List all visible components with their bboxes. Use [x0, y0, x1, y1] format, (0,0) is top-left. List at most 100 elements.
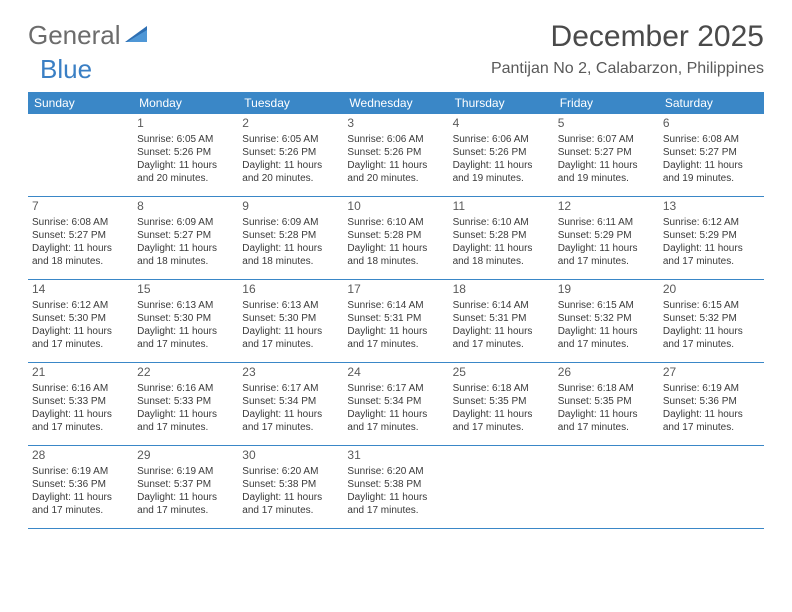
day-number: 4: [453, 116, 550, 132]
day-number: 18: [453, 282, 550, 298]
day-number: 10: [347, 199, 444, 215]
day-cell: 17Sunrise: 6:14 AMSunset: 5:31 PMDayligh…: [343, 280, 448, 362]
week-row: 21Sunrise: 6:16 AMSunset: 5:33 PM Dayligh…: [28, 363, 764, 446]
daylight-line-1: Daylight: 11 hours: [663, 242, 760, 255]
day-cell: 28Sunrise: 6:19 AMSunset: 5:36 PMDayligh…: [28, 446, 133, 528]
daylight-line-2: and 17 minutes.: [663, 338, 760, 351]
daylight-line-1: Daylight: 11 hours: [663, 325, 760, 338]
daylight-line-1: Daylight: 11 hours: [453, 159, 550, 172]
sunset-line: Sunset: 5:26 PM: [453, 146, 550, 159]
daylight-line-1: Daylight: 11 hours: [347, 325, 444, 338]
week-row: 28Sunrise: 6:19 AMSunset: 5:36 PMDayligh…: [28, 446, 764, 529]
sunrise-line: Sunrise: 6:05 AM: [137, 133, 234, 146]
dow-tuesday: Tuesday: [238, 92, 343, 114]
day-number: 22: [137, 365, 234, 381]
daylight-line-1: Daylight: 11 hours: [242, 242, 339, 255]
day-number: 21: [32, 365, 129, 381]
sunset-line: Sunset: 5:35 PM: [558, 395, 655, 408]
daylight-line-1: Daylight: 11 hours: [558, 325, 655, 338]
daylight-line-2: and 18 minutes.: [347, 255, 444, 268]
daylight-line-2: and 18 minutes.: [32, 255, 129, 268]
daylight-line-2: and 17 minutes.: [242, 504, 339, 517]
day-cell: [659, 446, 764, 528]
day-cell: 4Sunrise: 6:06 AMSunset: 5:26 PMDaylight…: [449, 114, 554, 196]
daylight-line-1: Daylight: 11 hours: [137, 325, 234, 338]
day-number: 23: [242, 365, 339, 381]
logo-text-blue: Blue: [40, 54, 92, 84]
sunrise-line: Sunrise: 6:06 AM: [347, 133, 444, 146]
day-cell: 5Sunrise: 6:07 AMSunset: 5:27 PMDaylight…: [554, 114, 659, 196]
sunrise-line: Sunrise: 6:10 AM: [347, 216, 444, 229]
day-number: 29: [137, 448, 234, 464]
sunrise-line: Sunrise: 6:07 AM: [558, 133, 655, 146]
day-cell: [554, 446, 659, 528]
day-cell: 8Sunrise: 6:09 AMSunset: 5:27 PMDaylight…: [133, 197, 238, 279]
sunset-line: Sunset: 5:27 PM: [32, 229, 129, 242]
day-number: 6: [663, 116, 760, 132]
daylight-line-2: and 18 minutes.: [453, 255, 550, 268]
day-cell: 13Sunrise: 6:12 AMSunset: 5:29 PMDayligh…: [659, 197, 764, 279]
daylight-line-2: and 19 minutes.: [558, 172, 655, 185]
sunrise-line: Sunrise: 6:08 AM: [663, 133, 760, 146]
daylight-line-2: and 17 minutes.: [347, 338, 444, 351]
sunset-line: Sunset: 5:35 PM: [453, 395, 550, 408]
sunrise-line: Sunrise: 6:05 AM: [242, 133, 339, 146]
daylight-line-2: and 17 minutes.: [32, 504, 129, 517]
logo-text-general: General: [28, 20, 121, 51]
day-number: 16: [242, 282, 339, 298]
sunrise-line: Sunrise: 6:16 AM: [32, 382, 129, 395]
sunset-line: Sunset: 5:30 PM: [32, 312, 129, 325]
daylight-line-1: Daylight: 11 hours: [347, 242, 444, 255]
daylight-line-1: Daylight: 11 hours: [558, 408, 655, 421]
sunrise-line: Sunrise: 6:15 AM: [663, 299, 760, 312]
day-number: 19: [558, 282, 655, 298]
sunset-line: Sunset: 5:34 PM: [242, 395, 339, 408]
sunset-line: Sunset: 5:29 PM: [663, 229, 760, 242]
daylight-line-1: Daylight: 11 hours: [242, 325, 339, 338]
day-cell: 14Sunrise: 6:12 AMSunset: 5:30 PMDayligh…: [28, 280, 133, 362]
day-number: 11: [453, 199, 550, 215]
sunset-line: Sunset: 5:30 PM: [242, 312, 339, 325]
sunrise-line: Sunrise: 6:13 AM: [242, 299, 339, 312]
sunrise-line: Sunrise: 6:14 AM: [347, 299, 444, 312]
week-row: 7Sunrise: 6:08 AMSunset: 5:27 PMDaylight…: [28, 197, 764, 280]
day-cell: 18Sunrise: 6:14 AMSunset: 5:31 PMDayligh…: [449, 280, 554, 362]
day-cell: [28, 114, 133, 196]
day-cell: 12Sunrise: 6:11 AMSunset: 5:29 PMDayligh…: [554, 197, 659, 279]
sunset-line: Sunset: 5:27 PM: [663, 146, 760, 159]
sunset-line: Sunset: 5:37 PM: [137, 478, 234, 491]
weeks-container: 1Sunrise: 6:05 AMSunset: 5:26 PMDaylight…: [28, 114, 764, 529]
daylight-line-1: Daylight: 11 hours: [347, 491, 444, 504]
sunrise-line: Sunrise: 6:10 AM: [453, 216, 550, 229]
day-number: 27: [663, 365, 760, 381]
daylight-line-2: and 18 minutes.: [242, 255, 339, 268]
day-cell: 3Sunrise: 6:06 AMSunset: 5:26 PMDaylight…: [343, 114, 448, 196]
sunset-line: Sunset: 5:38 PM: [347, 478, 444, 491]
sunset-line: Sunset: 5:31 PM: [453, 312, 550, 325]
sunrise-line: Sunrise: 6:20 AM: [347, 465, 444, 478]
sunrise-line: Sunrise: 6:12 AM: [663, 216, 760, 229]
day-cell: 24Sunrise: 6:17 AMSunset: 5:34 PMDayligh…: [343, 363, 448, 445]
sunset-line: Sunset: 5:36 PM: [32, 478, 129, 491]
day-cell: 9Sunrise: 6:09 AMSunset: 5:28 PMDaylight…: [238, 197, 343, 279]
daylight-line-1: Daylight: 11 hours: [242, 408, 339, 421]
sunset-line: Sunset: 5:33 PM: [32, 395, 129, 408]
daylight-line-1: Daylight: 11 hours: [137, 408, 234, 421]
day-cell: 19Sunrise: 6:15 AMSunset: 5:32 PMDayligh…: [554, 280, 659, 362]
daylight-line-2: and 17 minutes.: [558, 421, 655, 434]
daylight-line-1: Daylight: 11 hours: [32, 242, 129, 255]
sunrise-line: Sunrise: 6:18 AM: [558, 382, 655, 395]
day-cell: 31Sunrise: 6:20 AMSunset: 5:38 PMDayligh…: [343, 446, 448, 528]
daylight-line-1: Daylight: 11 hours: [32, 325, 129, 338]
sunrise-line: Sunrise: 6:13 AM: [137, 299, 234, 312]
sunrise-line: Sunrise: 6:17 AM: [242, 382, 339, 395]
day-cell: 7Sunrise: 6:08 AMSunset: 5:27 PMDaylight…: [28, 197, 133, 279]
day-number: 17: [347, 282, 444, 298]
day-cell: 6Sunrise: 6:08 AMSunset: 5:27 PMDaylight…: [659, 114, 764, 196]
daylight-line-1: Daylight: 11 hours: [663, 159, 760, 172]
dow-friday: Friday: [554, 92, 659, 114]
daylight-line-2: and 17 minutes.: [558, 255, 655, 268]
day-number: 28: [32, 448, 129, 464]
sunset-line: Sunset: 5:32 PM: [663, 312, 760, 325]
day-number: 8: [137, 199, 234, 215]
